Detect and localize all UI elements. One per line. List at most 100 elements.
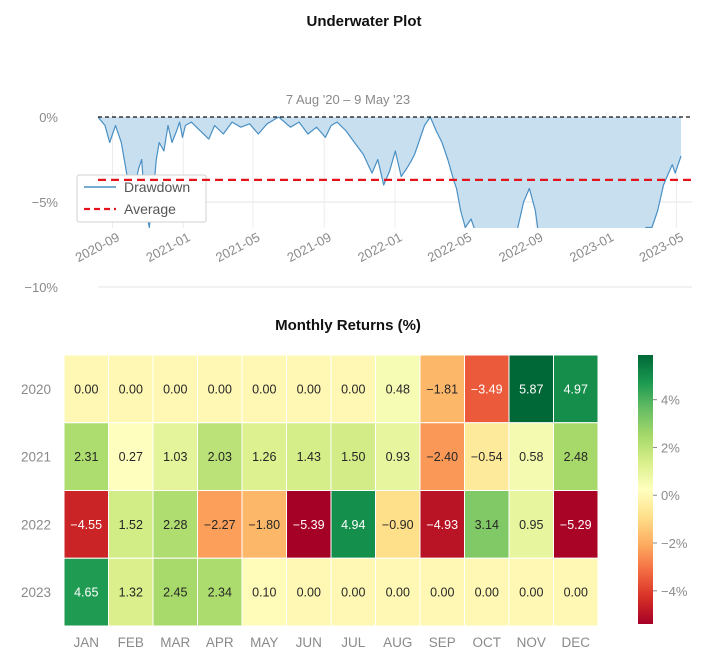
x-tick-label: 2022-01 xyxy=(355,229,404,265)
heatmap-cell-label: −5.39 xyxy=(293,518,325,532)
x-tick-label: 2022-09 xyxy=(496,229,545,265)
x-tick-label: 2023-01 xyxy=(567,229,616,265)
heatmap-cell-label: 0.00 xyxy=(297,586,321,600)
drawdown-area xyxy=(98,117,681,228)
heatmap-cell-label: −2.40 xyxy=(426,450,458,464)
heatmap-cell-label: 5.87 xyxy=(519,382,543,396)
heatmap-cell xyxy=(108,422,154,491)
heatmap-cell xyxy=(508,422,554,491)
colorbar-tick-label: −4% xyxy=(661,584,688,599)
heatmap-cell xyxy=(464,490,510,559)
heatmap-cell-label: 0.00 xyxy=(519,586,543,600)
heatmap-cell-label: 4.65 xyxy=(74,586,98,600)
colorbar-tick-label: 4% xyxy=(661,393,680,408)
heatmap-cell-label: 4.97 xyxy=(564,382,588,396)
heatmap-month-label: AUG xyxy=(383,635,412,650)
heatmap-year-label: 2022 xyxy=(21,517,51,532)
heatmap-cell-label: 0.00 xyxy=(475,586,499,600)
y-tick-label: −10% xyxy=(24,280,58,295)
heatmap-cell xyxy=(464,422,510,491)
heatmap-cell xyxy=(330,354,376,424)
x-tick-label: 2022-05 xyxy=(425,229,474,265)
legend-drawdown-label: Drawdown xyxy=(124,179,190,195)
heatmap-cell-label: 0.27 xyxy=(119,450,143,464)
heatmap-month-label: NOV xyxy=(517,635,546,650)
x-tick-label: 2021-05 xyxy=(213,229,262,265)
x-tick-label: 2021-09 xyxy=(284,229,333,265)
heatmap-cell-label: 0.00 xyxy=(341,586,365,600)
heatmap-cell-label: 1.50 xyxy=(341,450,365,464)
x-tick-label: 2021-01 xyxy=(144,229,193,265)
heatmap-cell-label: −4.93 xyxy=(426,518,458,532)
heatmap-cell xyxy=(152,490,198,559)
heatmap-cell-label: 0.00 xyxy=(163,382,187,396)
heatmap-cell xyxy=(508,557,554,627)
heatmap-cell-label: 2.03 xyxy=(208,450,232,464)
heatmap-cell-label: 0.00 xyxy=(297,382,321,396)
heatmap-cell-label: 2.28 xyxy=(163,518,187,532)
y-tick-label: −5% xyxy=(32,195,59,210)
heatmap-cell-label: 0.00 xyxy=(208,382,232,396)
heatmap-cell xyxy=(508,354,554,424)
heatmap-cell xyxy=(375,490,421,559)
colorbar: 4% 2% 0% −2% −4% xyxy=(638,355,688,624)
heatmap-cell-label: −3.49 xyxy=(471,382,503,396)
heatmap-cell xyxy=(419,557,465,627)
heatmap-title: Monthly Returns (%) xyxy=(275,317,421,334)
heatmap-cell-label: 2.45 xyxy=(163,586,187,600)
x-tick-label: 2020-09 xyxy=(73,229,122,265)
heatmap-cell-label: 0.00 xyxy=(341,382,365,396)
heatmap-x-axis: JAN FEB MAR APR MAY JUN JUL AUG SEP OCT NOV DEC xyxy=(73,635,590,650)
heatmap-cell-label: 2.31 xyxy=(74,450,98,464)
heatmap-cell-label: −1.80 xyxy=(248,518,280,532)
heatmap-month-label: APR xyxy=(206,635,234,650)
heatmap-month-label: JAN xyxy=(73,635,99,650)
colorbar-tick-label: 2% xyxy=(661,440,680,455)
underwater-x-axis: 2020-09 2021-01 2021-05 2021-09 2022-01 2022-… xyxy=(73,229,686,265)
heatmap-cell-label: 1.32 xyxy=(119,586,143,600)
legend-average-label: Average xyxy=(124,201,176,217)
heatmap-cell-label: 1.26 xyxy=(252,450,276,464)
heatmap-year-label: 2021 xyxy=(21,450,51,465)
heatmap-cell xyxy=(553,422,599,491)
heatmap-cell xyxy=(286,354,332,424)
heatmap-cell xyxy=(108,490,154,559)
heatmap-month-label: OCT xyxy=(473,635,502,650)
heatmap-month-label: JUL xyxy=(341,635,365,650)
heatmap-cell-label: −1.81 xyxy=(426,382,458,396)
heatmap-cell xyxy=(375,557,421,627)
heatmap-cell-label: −4.55 xyxy=(70,518,102,532)
heatmap-cell-label: −5.29 xyxy=(560,518,592,532)
drawdown-line xyxy=(98,116,682,228)
heatmap-cell xyxy=(197,490,243,559)
heatmap-cell-label: 0.95 xyxy=(519,518,543,532)
heatmap-cell xyxy=(419,354,465,424)
heatmap-month-label: MAY xyxy=(250,635,278,650)
heatmap-cell-label: −0.54 xyxy=(471,450,503,464)
y-tick-label: 0% xyxy=(39,110,58,125)
heatmap-cell-label: −0.90 xyxy=(382,518,414,532)
heatmap-cell xyxy=(330,557,376,627)
underwater-plot: Underwater Plot 7 Aug '20 – 9 May '23 0%… xyxy=(24,13,692,295)
heatmap-cell-label: 0.00 xyxy=(564,586,588,600)
heatmap-month-label: MAR xyxy=(160,635,190,650)
x-tick-label: 2023-05 xyxy=(637,229,686,265)
heatmap-cell xyxy=(152,422,198,491)
heatmap-cell-label: 2.34 xyxy=(208,586,232,600)
colorbar-tick-label: 0% xyxy=(661,488,680,503)
heatmap-cell-label: 0.58 xyxy=(519,450,543,464)
heatmap-cell xyxy=(63,490,109,559)
heatmap-cell-label: 0.10 xyxy=(252,586,276,600)
heatmap-cell xyxy=(464,354,510,424)
heatmap-month-label: DEC xyxy=(561,635,590,650)
heatmap-cell-label: 0.00 xyxy=(386,586,410,600)
underwater-title: Underwater Plot xyxy=(306,13,421,30)
drawdown-series xyxy=(98,116,682,228)
heatmap-year-label: 2023 xyxy=(21,585,51,600)
heatmap-cell-label: 3.14 xyxy=(475,518,499,532)
monthly-returns-heatmap: Monthly Returns (%) 0.00 0.00 0.00 0.00 0.00… xyxy=(21,317,688,650)
heatmap-cells: 0.00 0.00 0.00 0.00 0.00 0.00 0.00 0.48 −1.81 −3.… xyxy=(63,354,599,627)
heatmap-cell xyxy=(241,354,287,424)
